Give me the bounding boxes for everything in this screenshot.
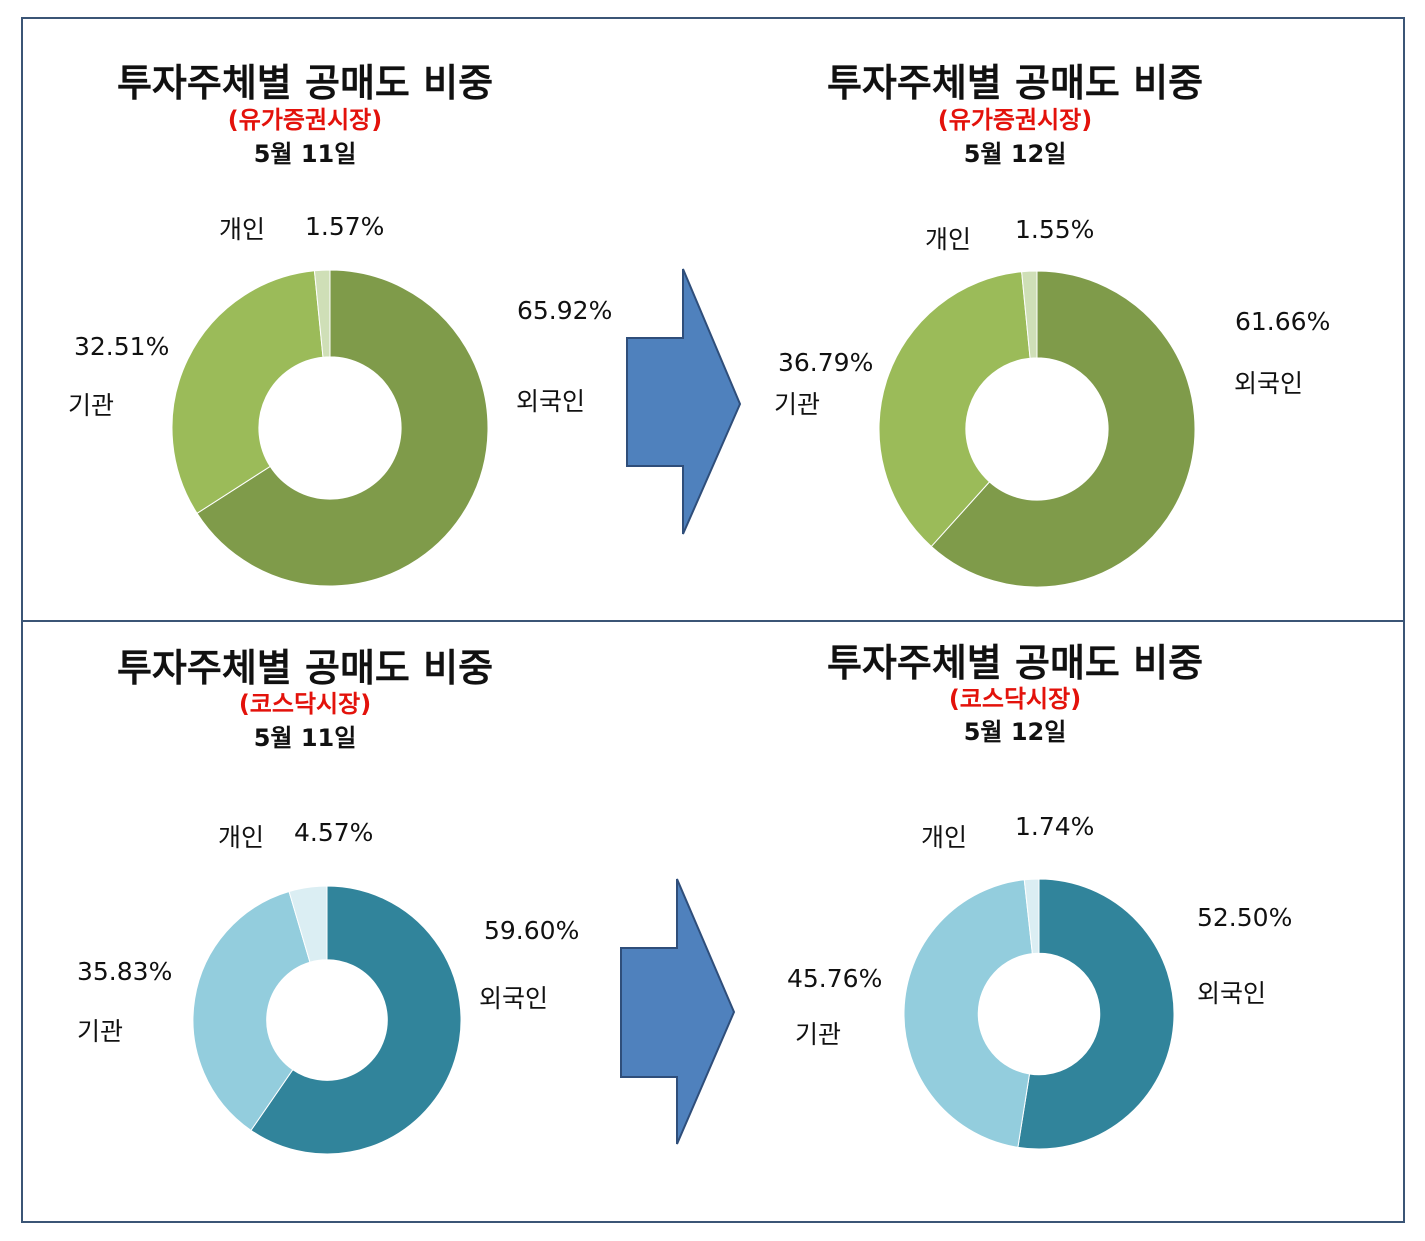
donut-chart — [192, 885, 462, 1155]
slice-institution — [192, 890, 311, 1132]
value-individual: 4.57% — [294, 818, 374, 847]
label-institution: 기관 — [774, 390, 821, 419]
panel-title: 투자주체별 공매도 비중 — [116, 646, 494, 690]
value-institution: 45.76% — [787, 964, 883, 993]
panel-title: 투자주체별 공매도 비중 — [826, 641, 1204, 685]
slice-foreign — [250, 885, 462, 1155]
value-foreign: 59.60% — [484, 916, 580, 945]
slice-institution — [878, 271, 1031, 548]
date-label: 5월 11일 — [253, 140, 357, 168]
date-label: 5월 11일 — [253, 724, 357, 752]
label-institution: 기관 — [77, 1017, 124, 1046]
value-institution: 35.83% — [77, 957, 173, 986]
value-individual: 1.55% — [1015, 215, 1095, 244]
label-institution: 기관 — [795, 1020, 842, 1049]
donut-chart — [878, 270, 1196, 588]
label-individual: 개인 — [218, 823, 265, 852]
date-label: 5월 12일 — [963, 718, 1067, 746]
slice-foreign — [930, 270, 1196, 588]
label-foreign: 외국인 — [516, 387, 586, 416]
label-individual: 개인 — [921, 823, 968, 852]
donut-chart — [171, 269, 489, 587]
slice-institution — [171, 270, 324, 515]
market-subtitle: (유가증권시장) — [227, 106, 383, 134]
panel-title: 투자주체별 공매도 비중 — [826, 61, 1204, 105]
slice-individual — [1023, 878, 1040, 955]
value-institution: 32.51% — [74, 332, 170, 361]
date-label: 5월 12일 — [963, 140, 1067, 168]
value-foreign: 61.66% — [1235, 307, 1331, 336]
value-institution: 36.79% — [778, 348, 874, 377]
value-individual: 1.57% — [305, 212, 385, 241]
right-arrow-icon — [620, 878, 736, 1145]
label-foreign: 외국인 — [1234, 369, 1304, 398]
slice-institution — [903, 879, 1033, 1148]
slice-individual — [313, 269, 331, 358]
right-arrow-icon — [626, 268, 742, 535]
slice-foreign — [196, 269, 489, 587]
value-foreign: 65.92% — [517, 296, 613, 325]
label-individual: 개인 — [219, 215, 266, 244]
donut-chart — [903, 878, 1175, 1150]
slice-individual — [1021, 270, 1038, 359]
market-subtitle: (코스닥시장) — [238, 690, 372, 718]
label-individual: 개인 — [925, 225, 972, 254]
label-foreign: 외국인 — [479, 984, 549, 1013]
slice-individual — [288, 885, 328, 963]
market-subtitle: (유가증권시장) — [937, 106, 1093, 134]
value-individual: 1.74% — [1015, 812, 1095, 841]
panel-title: 투자주체별 공매도 비중 — [116, 61, 494, 105]
label-institution: 기관 — [68, 391, 115, 420]
slice-foreign — [1017, 878, 1175, 1150]
market-subtitle: (코스닥시장) — [948, 685, 1082, 713]
section-divider — [21, 620, 1405, 622]
value-foreign: 52.50% — [1197, 903, 1293, 932]
label-foreign: 외국인 — [1197, 979, 1267, 1008]
